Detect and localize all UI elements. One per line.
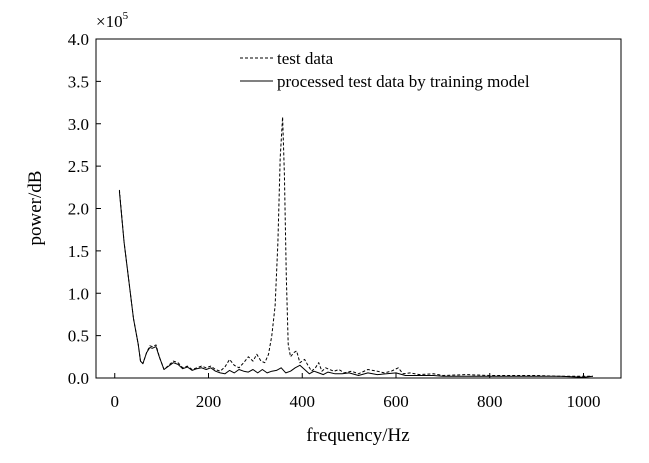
x-tick-label: 800	[477, 392, 503, 411]
series-line-processed	[118, 191, 593, 378]
legend-label-processed: processed test data by training model	[277, 72, 530, 91]
y-multiplier-exponent: 5	[123, 10, 129, 22]
x-tick-label: 0	[111, 392, 120, 411]
y-tick-label: 3.5	[68, 72, 89, 91]
legend: test data processed test data by trainin…	[240, 49, 530, 91]
y-tick-label: 2.0	[68, 200, 89, 219]
series-line-test-data	[118, 116, 593, 377]
y-axis-ticks: 0.0 0.5 1.0 1.5 2.0 2.5 3.0 3.5 4.0	[68, 30, 101, 388]
x-axis-label: frequency/Hz	[306, 425, 409, 446]
x-axis-ticks: 0 200 400 600 800 1000	[111, 373, 601, 411]
y-axis-label: power/dB	[25, 171, 46, 246]
y-tick-label: 1.5	[68, 242, 89, 261]
y-tick-label: 2.5	[68, 157, 89, 176]
y-multiplier: ×105	[96, 10, 129, 31]
y-tick-label: 3.0	[68, 115, 89, 134]
y-multiplier-base: ×10	[96, 12, 123, 31]
y-tick-label: 0.0	[68, 369, 89, 388]
y-tick-label: 1.0	[68, 284, 89, 303]
series-layer	[118, 116, 593, 378]
x-tick-label: 600	[383, 392, 409, 411]
x-tick-label: 400	[290, 392, 316, 411]
legend-label-test-data: test data	[277, 49, 334, 68]
x-tick-label: 1000	[567, 392, 601, 411]
y-tick-label: 0.5	[68, 327, 89, 346]
x-tick-label: 200	[196, 392, 222, 411]
y-tick-label: 4.0	[68, 30, 89, 49]
